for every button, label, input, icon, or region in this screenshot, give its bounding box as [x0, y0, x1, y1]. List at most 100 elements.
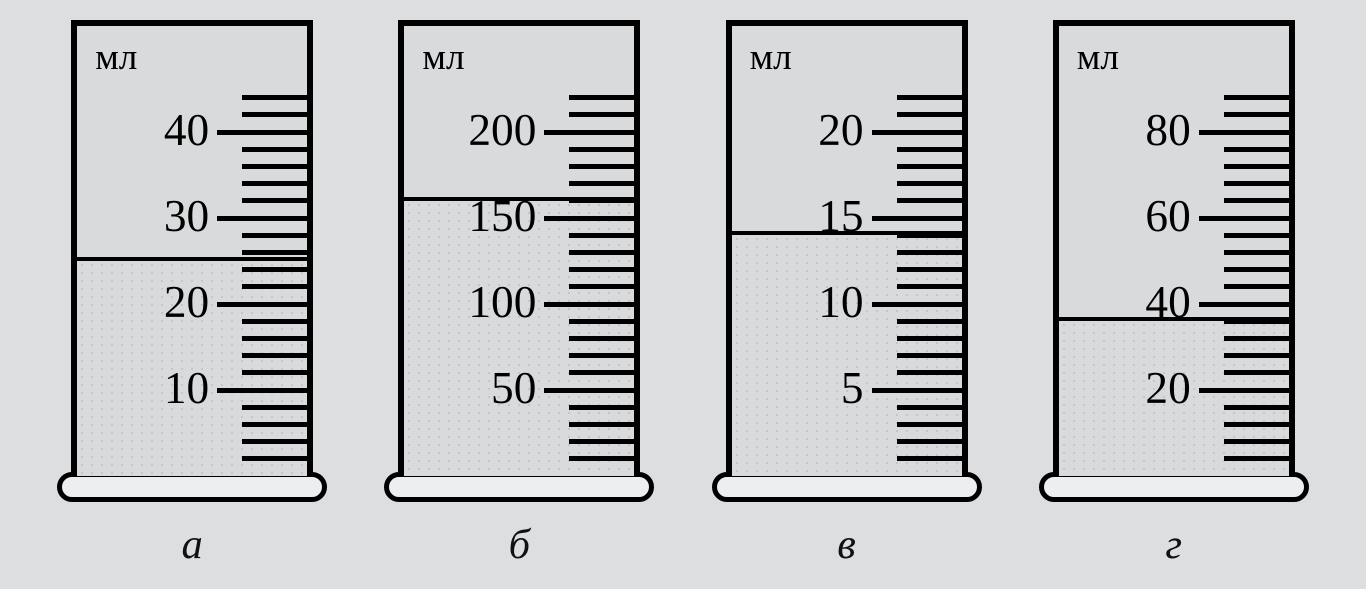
tick-minor [1224, 370, 1289, 375]
tick-minor [1224, 284, 1289, 289]
tick-label: 150 [468, 190, 536, 242]
tick-minor [242, 370, 307, 375]
tick-minor [569, 198, 634, 203]
tick-minor [242, 198, 307, 203]
tick-minor [897, 319, 962, 324]
tick-minor [569, 405, 634, 410]
tick-minor [569, 112, 634, 117]
tick-minor [242, 147, 307, 152]
beaker: мл20406080 [1039, 20, 1309, 502]
tick-minor [897, 95, 962, 100]
tick-major: 40 [1199, 302, 1289, 307]
tick-minor [1224, 319, 1289, 324]
tick-minor [569, 422, 634, 427]
tick-minor [242, 95, 307, 100]
tick-label: 80 [1145, 104, 1190, 156]
tick-label: 50 [491, 362, 536, 414]
tick-minor [569, 439, 634, 444]
tick-label: 40 [164, 104, 209, 156]
beaker-body: мл10203040 [71, 20, 313, 476]
tick-major: 60 [1199, 216, 1289, 221]
tick-minor [242, 336, 307, 341]
beaker: мл10203040 [57, 20, 327, 502]
tick-minor [897, 112, 962, 117]
beaker-body: мл20406080 [1053, 20, 1295, 476]
tick-minor [897, 147, 962, 152]
tick-minor [897, 405, 962, 410]
tick-major: 200 [544, 130, 634, 135]
tick-minor [569, 250, 634, 255]
tick-label: 20 [164, 276, 209, 328]
tick-minor [1224, 405, 1289, 410]
tick-label: 20 [818, 104, 863, 156]
tick-minor [242, 181, 307, 186]
beaker: мл50100150200 [384, 20, 654, 502]
tick-major: 15 [872, 216, 962, 221]
tick-minor [897, 198, 962, 203]
tick-label: 20 [1145, 362, 1190, 414]
tick-minor [569, 147, 634, 152]
tick-minor [1224, 112, 1289, 117]
beaker-group: мл5101520в [712, 20, 982, 569]
tick-minor [897, 181, 962, 186]
tick-major: 80 [1199, 130, 1289, 135]
tick-label: 30 [164, 190, 209, 242]
tick-minor [897, 233, 962, 238]
tick-major: 150 [544, 216, 634, 221]
tick-minor [897, 250, 962, 255]
tick-minor [1224, 336, 1289, 341]
tick-minor [1224, 147, 1289, 152]
tick-minor [242, 319, 307, 324]
tick-minor [897, 267, 962, 272]
beaker-caption: г [1165, 520, 1182, 569]
tick-minor [242, 422, 307, 427]
tick-minor [897, 422, 962, 427]
tick-label: 40 [1145, 276, 1190, 328]
tick-container: 50 100 150 200 [404, 26, 634, 476]
tick-minor [569, 95, 634, 100]
tick-container: 5 10 15 20 [732, 26, 962, 476]
tick-minor [897, 353, 962, 358]
tick-minor [897, 284, 962, 289]
tick-minor [242, 439, 307, 444]
tick-minor [1224, 422, 1289, 427]
tick-minor [1224, 250, 1289, 255]
beaker-caption: а [182, 520, 203, 569]
tick-label: 5 [841, 362, 864, 414]
tick-minor [569, 319, 634, 324]
tick-major: 40 [217, 130, 307, 135]
tick-minor [242, 405, 307, 410]
tick-minor [1224, 181, 1289, 186]
tick-minor [242, 112, 307, 117]
tick-label: 60 [1145, 190, 1190, 242]
beaker-group: мл10203040а [57, 20, 327, 569]
beaker-group: мл20406080г [1039, 20, 1309, 569]
tick-minor [897, 164, 962, 169]
tick-minor [242, 233, 307, 238]
beaker-base [384, 472, 654, 502]
tick-minor [1224, 233, 1289, 238]
beaker-base [1039, 472, 1309, 502]
beaker-group: мл50100150200б [384, 20, 654, 569]
tick-minor [1224, 353, 1289, 358]
tick-label: 100 [468, 276, 536, 328]
tick-major: 50 [544, 388, 634, 393]
tick-minor [569, 370, 634, 375]
tick-minor [897, 370, 962, 375]
tick-minor [1224, 95, 1289, 100]
tick-minor [1224, 267, 1289, 272]
tick-minor [569, 267, 634, 272]
tick-minor [242, 456, 307, 461]
tick-minor [569, 336, 634, 341]
tick-minor [242, 164, 307, 169]
tick-minor [1224, 456, 1289, 461]
tick-minor [242, 284, 307, 289]
tick-minor [242, 250, 307, 255]
tick-minor [1224, 164, 1289, 169]
tick-major: 100 [544, 302, 634, 307]
tick-major: 30 [217, 216, 307, 221]
tick-major: 10 [872, 302, 962, 307]
tick-label: 200 [468, 104, 536, 156]
tick-minor [569, 284, 634, 289]
beaker-caption: б [509, 520, 530, 569]
